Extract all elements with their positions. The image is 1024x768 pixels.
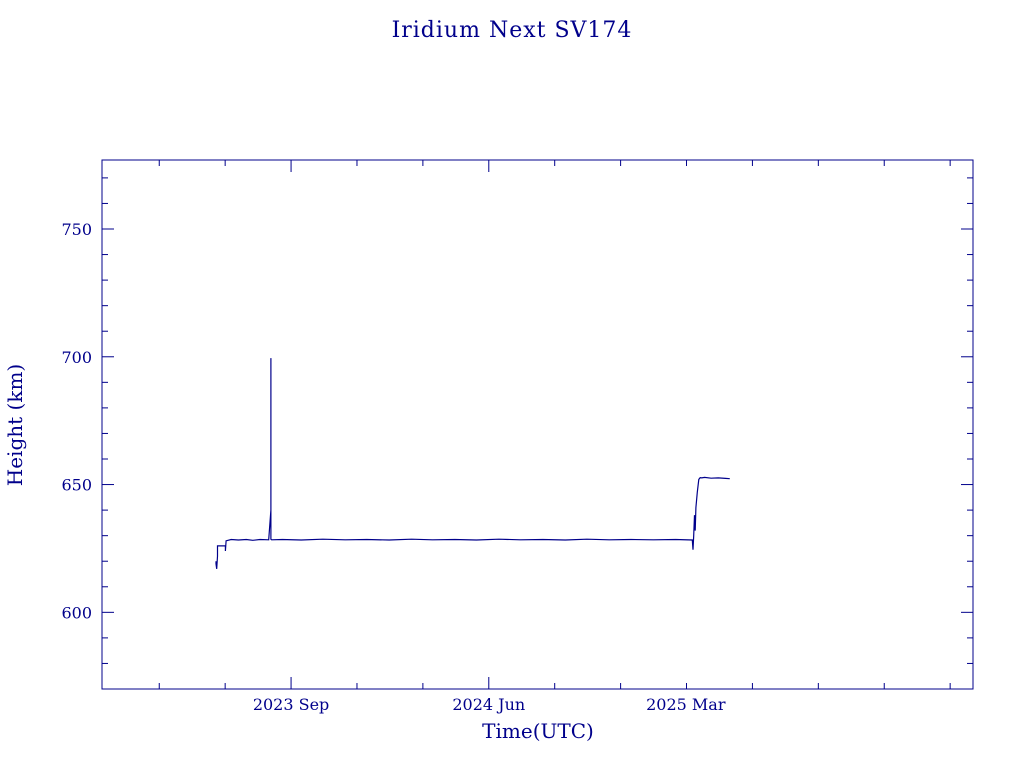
series-group: [215, 358, 730, 569]
chart-title: Iridium Next SV174: [392, 18, 633, 43]
y-tick-labels: 600 650 700 750: [61, 220, 92, 622]
y-tick-label: 750: [61, 220, 92, 239]
y-tick-label: 700: [61, 348, 92, 367]
series-line: [215, 358, 730, 569]
x-tick-label: 2024 Jun: [452, 695, 525, 714]
y-tick-label: 600: [61, 603, 92, 622]
x-tick-label: 2023 Sep: [253, 695, 329, 714]
x-tick-labels: 2023 Sep 2024 Jun 2025 Mar: [253, 695, 726, 714]
plot-frame: [101, 159, 974, 690]
tick-marks: [102, 160, 973, 690]
x-tick-label: 2025 Mar: [646, 695, 726, 714]
y-tick-label: 650: [61, 476, 92, 495]
y-axis-label: Height (km): [3, 364, 27, 486]
x-axis-label: Time(UTC): [482, 719, 594, 743]
